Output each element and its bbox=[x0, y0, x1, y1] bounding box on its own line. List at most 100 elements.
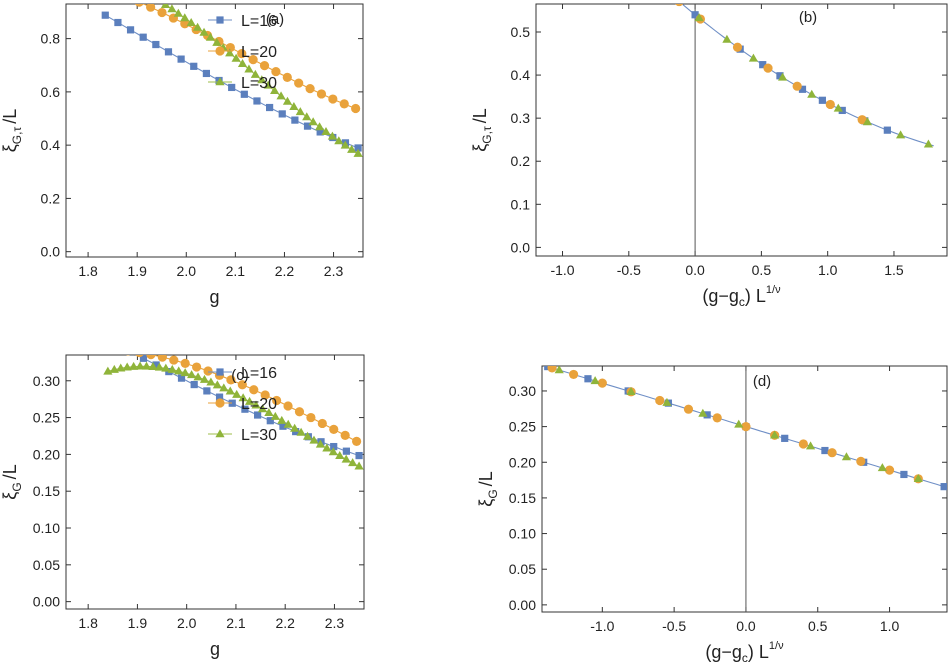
data-point-l20 bbox=[192, 362, 202, 372]
data-point-l20 bbox=[135, 4, 144, 7]
data-point-l20 bbox=[655, 395, 665, 406]
y-axis-label-xi: ξ bbox=[0, 144, 20, 152]
x-tick-label: 2.2 bbox=[275, 263, 295, 279]
data-point-l20 bbox=[283, 401, 293, 411]
data-point-l30 bbox=[554, 366, 564, 374]
data-point-l16 bbox=[114, 18, 122, 27]
data-point-l30 bbox=[805, 441, 816, 450]
data-point-l16 bbox=[190, 62, 198, 70]
data-point-l20 bbox=[157, 7, 167, 18]
data-point-l20 bbox=[316, 89, 327, 99]
data-point-l16 bbox=[139, 355, 148, 362]
data-point-l20 bbox=[317, 418, 327, 429]
y-tick-label: 0.05 bbox=[33, 557, 60, 573]
data-point-l16 bbox=[838, 106, 846, 115]
data-point-l20 bbox=[259, 61, 270, 71]
data-point-l30 bbox=[135, 361, 145, 370]
data-point-l30 bbox=[199, 27, 209, 36]
data-point-l16 bbox=[584, 375, 592, 383]
data-point-l30 bbox=[770, 430, 780, 439]
plot-area bbox=[78, 345, 364, 470]
data-point-l30 bbox=[167, 364, 177, 373]
x-tick-label: -0.5 bbox=[617, 262, 641, 278]
x-tick-label: -0.5 bbox=[662, 618, 686, 634]
y-tick-label: 0.0 bbox=[511, 239, 531, 255]
data-point-l30 bbox=[334, 136, 344, 145]
data-point-l20 bbox=[547, 366, 557, 373]
data-point-l20 bbox=[568, 369, 579, 380]
data-point-l20 bbox=[675, 4, 684, 7]
y-tick-label: 0.15 bbox=[509, 490, 536, 506]
data-point-l30 bbox=[250, 69, 260, 78]
data-point-l30 bbox=[167, 4, 177, 13]
data-point-l30 bbox=[309, 435, 319, 444]
data-point-l16 bbox=[798, 85, 807, 93]
data-point-l30 bbox=[283, 419, 293, 428]
plot-area bbox=[675, 4, 934, 148]
panel-d: -1.0 -0.5 0.0 0.5 1.0 0.00 0.05 0.10 0.15 0.20 0.2… bbox=[476, 365, 948, 665]
data-point-l20 bbox=[237, 49, 247, 59]
data-point-l30 bbox=[341, 454, 351, 463]
data-point-l30 bbox=[174, 366, 184, 375]
data-point-l30 bbox=[315, 439, 326, 448]
y-axis-label-rest: /L bbox=[476, 471, 496, 486]
data-point-l16 bbox=[215, 393, 224, 401]
x-tick-label: 2.3 bbox=[325, 615, 345, 631]
data-point-l20 bbox=[78, 345, 87, 354]
data-point-l30 bbox=[354, 461, 364, 470]
data-point-l30 bbox=[219, 383, 229, 392]
data-point-l30 bbox=[862, 117, 873, 126]
data-point-l30 bbox=[626, 387, 636, 396]
panel-c: 1.8 1.9 2.0 2.1 2.2 2.3 0.00 0.05 0.10 0.15 0.20 0.… bbox=[0, 345, 365, 659]
data-point-l30 bbox=[237, 59, 248, 68]
data-point-l30 bbox=[662, 397, 672, 406]
data-point-l20 bbox=[741, 422, 751, 432]
y-tick-label: 0.30 bbox=[509, 383, 536, 399]
data-point-l30 bbox=[257, 404, 268, 413]
data-point-l20 bbox=[329, 424, 339, 435]
data-point-l30 bbox=[923, 139, 934, 148]
data-point-l30 bbox=[590, 376, 600, 385]
y-tick-label: 0.20 bbox=[33, 446, 60, 462]
data-point-l30 bbox=[173, 8, 183, 17]
data-point-l30 bbox=[807, 89, 817, 98]
data-point-l16 bbox=[316, 128, 324, 136]
x-axis-label-mid: ) L bbox=[748, 642, 769, 662]
legend-label: L=16 bbox=[241, 13, 277, 30]
data-point-l16 bbox=[821, 446, 829, 455]
x-tick-label: 1.0 bbox=[880, 618, 900, 634]
data-point-l20 bbox=[856, 456, 866, 467]
data-point-l30 bbox=[122, 362, 132, 371]
legend-label: L=30 bbox=[241, 427, 277, 444]
data-point-l20 bbox=[825, 99, 835, 110]
data-point-l16 bbox=[254, 411, 262, 419]
x-axis-label-sub: c bbox=[739, 295, 745, 309]
data-point-l20 bbox=[146, 355, 156, 360]
data-point-l20 bbox=[112, 345, 121, 354]
data-point-l30 bbox=[251, 400, 261, 409]
panel-label: (c) bbox=[231, 367, 249, 384]
data-point-l16 bbox=[900, 470, 908, 479]
data-point-l30 bbox=[116, 363, 126, 372]
y-tick-label: 0.25 bbox=[33, 410, 60, 426]
y-axis-label: ξG/L bbox=[0, 464, 24, 499]
data-point-l30 bbox=[722, 34, 732, 43]
x-axis-label-sup: 1/ν bbox=[769, 640, 784, 652]
data-point-l30 bbox=[154, 362, 164, 371]
data-point-l16 bbox=[101, 11, 109, 19]
legend-label: L=20 bbox=[241, 44, 277, 61]
data-point-l16 bbox=[228, 83, 236, 92]
x-axis-label: (g−gc) L1/ν bbox=[705, 640, 784, 665]
data-point-l30 bbox=[225, 48, 235, 57]
data-point-l30 bbox=[841, 452, 852, 461]
data-point-l30 bbox=[225, 386, 235, 395]
y-tick-label: 0.00 bbox=[33, 594, 60, 610]
data-point-l30 bbox=[335, 450, 345, 459]
data-point-l30 bbox=[212, 37, 222, 46]
x-axis-label: g bbox=[210, 639, 220, 659]
data-point-l30 bbox=[231, 53, 241, 62]
data-point-l30 bbox=[199, 374, 210, 383]
data-point-l20 bbox=[305, 84, 315, 94]
y-axis-label: ξG,τ/L bbox=[0, 109, 24, 153]
